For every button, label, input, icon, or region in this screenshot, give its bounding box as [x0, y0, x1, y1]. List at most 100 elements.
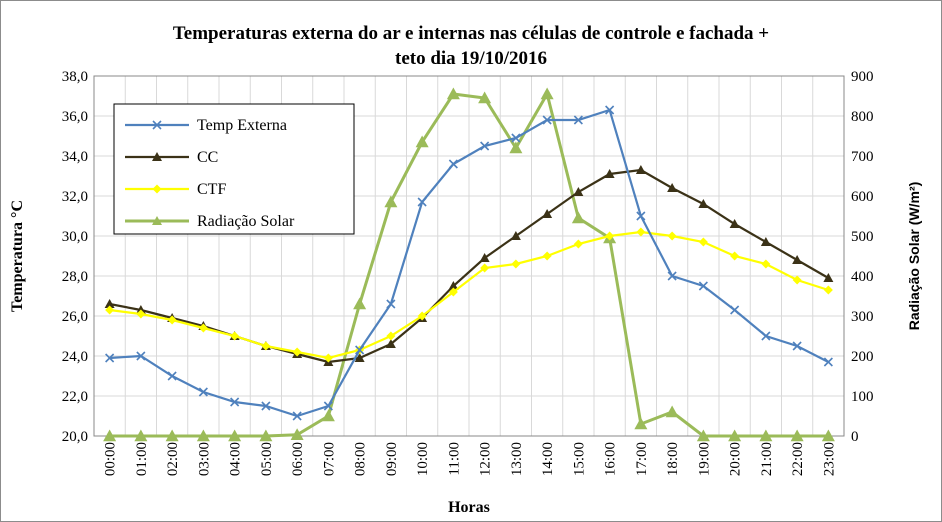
x-tick-label: 01:00: [134, 442, 150, 476]
x-tick-label: 15:00: [571, 442, 587, 476]
point-radiacao-solar: [509, 141, 523, 154]
point-temp-externa: [730, 305, 740, 315]
point-cc: [667, 183, 678, 192]
point-ctf: [448, 287, 458, 297]
point-radiacao-solar: [415, 135, 429, 148]
x-tick-label: 10:00: [415, 442, 431, 476]
y-tick-label: 20,0: [62, 429, 88, 445]
legend: Temp Externa CC CTF Radiação Solar: [113, 103, 355, 235]
y-tick-label: 26,0: [62, 309, 88, 325]
point-cc: [698, 199, 709, 208]
point-temp-externa: [573, 115, 583, 125]
legend-item-ctf: CTF: [125, 181, 226, 198]
x-tick-label: 12:00: [478, 442, 494, 476]
point-temp-externa: [386, 299, 396, 309]
point-cc: [510, 231, 521, 240]
point-cc: [354, 353, 365, 362]
point-ctf: [105, 305, 115, 315]
point-cc: [385, 339, 396, 348]
y-tick-label: 24,0: [62, 349, 88, 365]
point-temp-externa: [292, 411, 302, 421]
point-temp-externa: [230, 397, 240, 407]
y2-tick-label: 100: [851, 389, 874, 405]
plot-area: [93, 75, 845, 437]
x-tick-label: 11:00: [446, 442, 462, 476]
point-cc: [542, 209, 553, 218]
point-temp-externa: [355, 345, 365, 355]
point-radiacao-solar: [540, 87, 554, 100]
x-axis-title: Horas: [448, 499, 490, 516]
y-axis-title: Temperatura °C: [9, 200, 26, 312]
x-tick-label: 08:00: [353, 442, 369, 476]
point-ctf: [761, 259, 771, 269]
point-ctf: [605, 231, 615, 241]
point-radiacao-solar: [571, 211, 585, 224]
right-axis-ticks: 0 100 200 300 400 500 600 700 800 900: [851, 69, 874, 445]
point-temp-externa: [605, 105, 615, 115]
y2-tick-label: 200: [851, 349, 874, 365]
x-tick-label: 13:00: [509, 442, 525, 476]
point-radiacao-solar: [353, 297, 367, 310]
point-temp-externa: [667, 271, 677, 281]
point-cc: [104, 299, 115, 308]
y-tick-label: 22,0: [62, 389, 88, 405]
point-ctf: [136, 309, 146, 319]
point-ctf: [417, 311, 427, 321]
y2-tick-label: 800: [851, 109, 874, 125]
point-temp-externa: [823, 357, 833, 367]
point-radiacao-solar: [790, 429, 804, 442]
point-cc: [823, 273, 834, 282]
point-radiacao-solar: [290, 428, 304, 440]
point-cc: [479, 253, 490, 262]
legend-label: CC: [197, 149, 218, 166]
point-ctf: [511, 259, 521, 269]
x-tick-label: 04:00: [228, 442, 244, 476]
point-temp-externa: [448, 159, 458, 169]
point-legend-cc: [152, 152, 162, 161]
legend-item-radiacao-solar: Radiação Solar: [125, 213, 295, 230]
point-radiacao-solar: [728, 429, 742, 442]
x-tick-label: 03:00: [196, 442, 212, 476]
point-temp-externa: [167, 371, 177, 381]
point-cc: [448, 281, 459, 290]
y2-tick-label: 700: [851, 149, 874, 165]
x-tick-label: 23:00: [821, 442, 837, 476]
point-ctf: [542, 251, 552, 261]
y2-tick-label: 0: [851, 429, 859, 445]
point-legend-radiacao-solar: [152, 216, 162, 225]
x-tick-label: 18:00: [665, 442, 681, 476]
y2-tick-label: 900: [851, 69, 874, 85]
point-temp-externa: [417, 197, 427, 207]
point-ctf: [573, 239, 583, 249]
x-tick-label: 06:00: [290, 442, 306, 476]
point-temp-externa: [511, 133, 521, 143]
legend-label: Temp Externa: [197, 117, 287, 134]
x-tick-label: 16:00: [603, 442, 619, 476]
point-radiacao-solar: [384, 195, 398, 208]
point-ctf: [198, 323, 208, 333]
point-ctf: [730, 251, 740, 261]
point-radiacao-solar: [446, 87, 460, 100]
series-layer: [103, 87, 835, 442]
point-ctf: [167, 315, 177, 325]
point-temp-externa: [792, 341, 802, 351]
x-tick-label: 21:00: [759, 442, 775, 476]
x-tick-label: 17:00: [634, 442, 650, 476]
point-temp-externa: [761, 331, 771, 341]
point-legend-temp-externa: [152, 120, 162, 130]
point-radiacao-solar: [259, 429, 273, 442]
chart-title-line2: teto dia 19/10/2016: [395, 48, 547, 69]
series-line-radiacao-solar: [109, 90, 829, 438]
point-radiacao-solar: [228, 429, 242, 442]
point-cc: [604, 169, 615, 178]
legend-item-cc: CC: [125, 149, 218, 166]
point-ctf: [667, 231, 677, 241]
point-temp-externa: [698, 281, 708, 291]
x-tick-label: 07:00: [321, 442, 337, 476]
point-ctf: [230, 331, 240, 341]
point-cc: [792, 255, 803, 264]
y-tick-label: 38,0: [62, 69, 88, 85]
y-tick-label: 34,0: [62, 149, 88, 165]
